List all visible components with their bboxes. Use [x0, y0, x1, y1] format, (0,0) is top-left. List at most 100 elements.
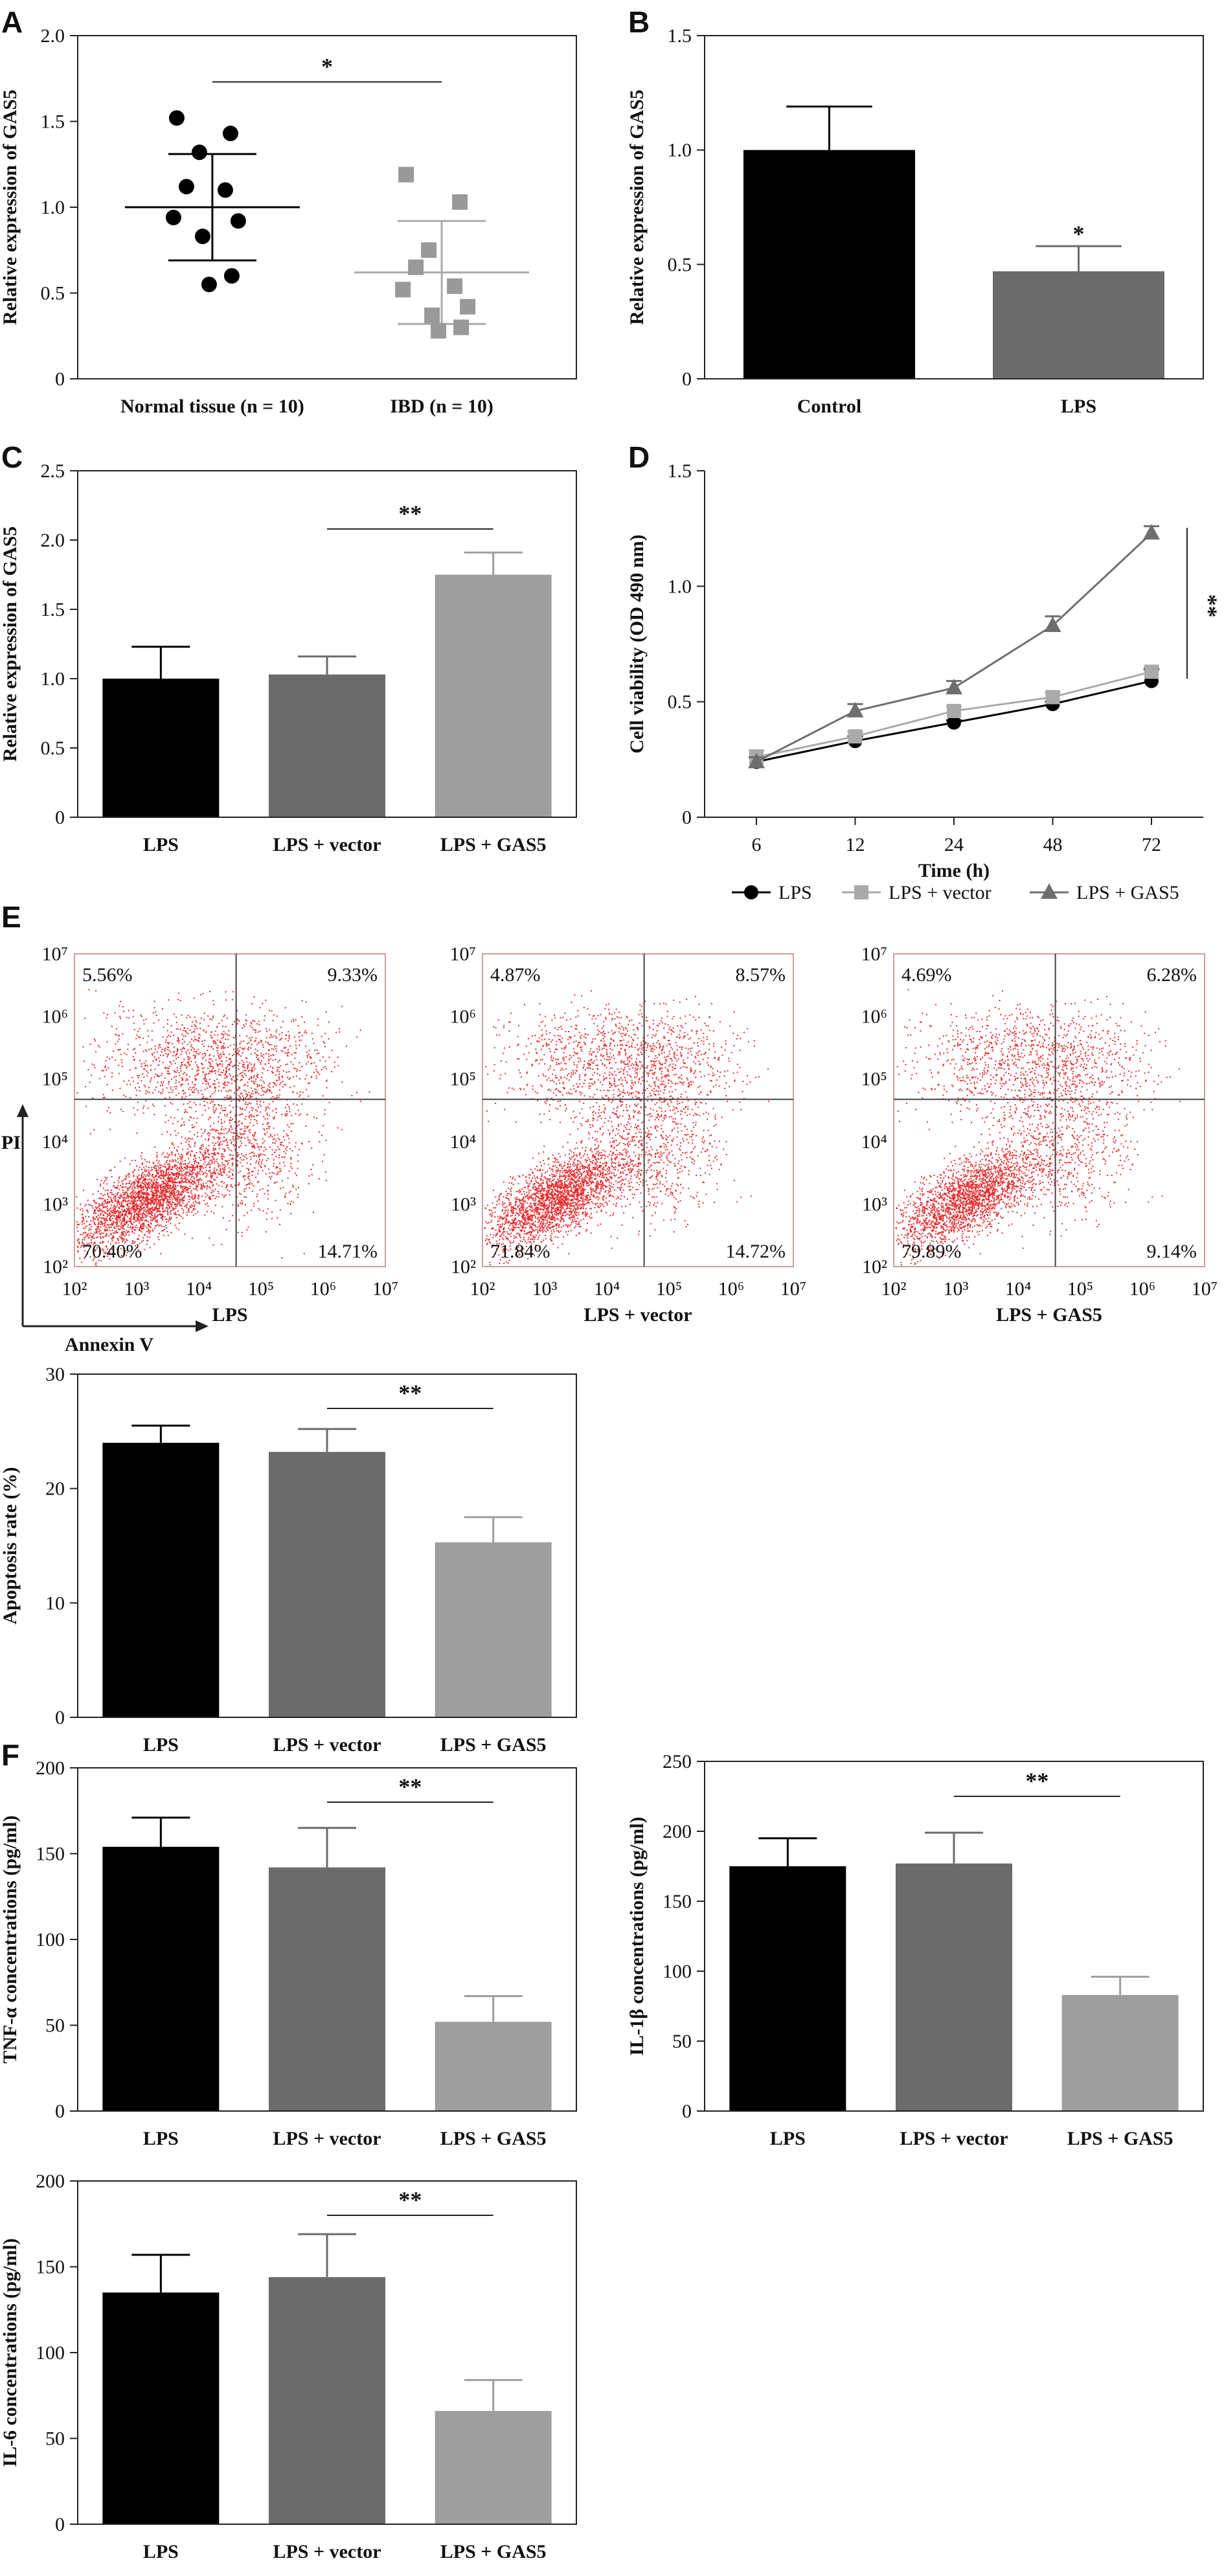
data-point: [178, 179, 194, 195]
plot-frame: [77, 470, 577, 818]
y-tick-label: 20: [45, 1478, 65, 1500]
x-tick-label: 12: [846, 834, 865, 855]
significance-label: **: [398, 501, 422, 526]
plot-frame: [77, 35, 577, 379]
bar: [435, 2022, 552, 2111]
data-point: [217, 182, 233, 198]
y-axis-label: Relative expression of GAS5: [626, 89, 648, 325]
bar: [896, 1863, 1012, 2111]
chart-e-flow-cytometry: 5.56% 9.33%70.40% 14.71%10²10²10³10³10⁴10⁴…: [1, 943, 1218, 1355]
y-tick-label: 0: [55, 2514, 65, 2535]
data-point: [223, 268, 240, 284]
flow-plot-title: LPS + vector: [584, 1304, 692, 1326]
bar: [993, 271, 1164, 379]
flow-y-tick-label: 10²: [862, 1256, 887, 1278]
y-tick-label: 0: [682, 2101, 692, 2122]
y-tick-label: 250: [663, 1751, 692, 1772]
panel-label-a: A: [1, 5, 23, 39]
y-tick-label: 100: [36, 1929, 65, 1950]
y-tick-label: 2.0: [41, 25, 65, 47]
data-point: [230, 213, 246, 229]
y-tick-label: 2.5: [41, 460, 65, 482]
data-point: [201, 277, 217, 293]
bar: [269, 674, 385, 817]
bar: [435, 1542, 552, 1717]
data-point: [398, 166, 414, 183]
flow-x-tick-label: 10²: [881, 1278, 907, 1300]
bar: [269, 2277, 385, 2524]
flow-plot-frame: [893, 953, 1205, 1267]
y-axis-label: IL-6 concentrations (pg/ml): [0, 2238, 21, 2467]
data-point: [748, 752, 765, 769]
bar: [269, 1867, 385, 2111]
panel-label-b: B: [628, 5, 650, 39]
y-tick-label: 0: [55, 2101, 65, 2122]
chart-e-apoptosis-bar: 0 10 20 30 Apoptosis rate (%) LPS LPS + vector…: [0, 1364, 577, 1756]
quadrant-upper-left: 4.69%: [901, 964, 952, 986]
flow-x-tick-label: 10⁵: [248, 1278, 274, 1300]
category-label: LPS: [770, 2128, 806, 2149]
quadrant-upper-left: 5.56%: [82, 964, 133, 986]
data-point: [1045, 690, 1060, 705]
data-point: [165, 209, 181, 225]
data-point: [408, 259, 424, 275]
chart-c-bar: 0 0.5 1.0 1.5 2.0 2.5 Relative expression of G…: [0, 460, 577, 855]
data-point: [453, 319, 470, 335]
y-tick-label: 1.5: [668, 25, 692, 47]
y-axis-label: Relative expression of GAS5: [0, 526, 21, 762]
y-tick-label: 50: [45, 2015, 65, 2037]
significance-label: **: [398, 1774, 422, 1800]
significance-label: **: [398, 1380, 422, 1406]
quadrant-upper-right: 9.33%: [328, 964, 378, 986]
data-point: [447, 278, 463, 294]
y-tick-label: 1.0: [668, 140, 692, 161]
flow-x-tick-label: 10³: [532, 1278, 558, 1300]
annexin-axis-arrowhead: [196, 1320, 209, 1332]
data-point: [1144, 664, 1159, 679]
chart-a-scatter: 0 0.5 1.0 1.5 2.0 Relative expression of GAS5…: [0, 25, 577, 417]
data-point: [460, 299, 476, 315]
flow-y-tick-label: 10⁷: [42, 943, 68, 965]
data-point: [1143, 524, 1160, 540]
y-tick-label: 0: [55, 807, 65, 828]
bar: [102, 2292, 220, 2524]
flow-y-tick-label: 10⁵: [861, 1068, 887, 1090]
category-label: IBD (n = 10): [390, 396, 493, 417]
flow-x-tick-label: 10⁷: [1192, 1278, 1218, 1300]
legend-label: LPS + vector: [889, 882, 992, 903]
flow-plot-title: LPS + GAS5: [996, 1304, 1102, 1326]
y-axis-label: IL-1β concentrations (pg/ml): [626, 1816, 648, 2055]
y-tick-label: 0.5: [668, 254, 692, 275]
flow-y-tick-label: 10⁶: [450, 1006, 476, 1028]
legend-marker: [1041, 883, 1058, 899]
flow-x-tick-label: 10⁴: [594, 1278, 620, 1300]
significance-label: **: [1025, 1768, 1048, 1794]
x-tick-label: 24: [944, 834, 964, 855]
data-point: [452, 194, 468, 210]
y-tick-label: 100: [36, 2342, 65, 2364]
quadrant-lower-right: 14.72%: [726, 1241, 786, 1262]
category-label: LPS + vector: [273, 2541, 381, 2562]
flow-x-tick-label: 10⁶: [718, 1278, 744, 1300]
significance-label: *: [321, 54, 333, 80]
data-point: [1044, 616, 1061, 632]
flow-scatter-points: [484, 990, 769, 1266]
category-label: LPS + vector: [273, 1734, 381, 1756]
flow-plot-title: LPS: [212, 1304, 247, 1326]
category-label: LPS: [143, 834, 179, 855]
flow-y-axis-label: PI: [1, 1132, 21, 1153]
y-tick-label: 1.5: [41, 599, 65, 620]
flow-x-tick-label: 10⁴: [186, 1278, 212, 1300]
chart-d-line: 0 0.5 1.0 1.5 Cell viability (OD 490 nm) 6 12 2…: [626, 460, 1222, 903]
flow-x-tick-label: 10⁴: [1005, 1278, 1031, 1300]
quadrant-lower-right: 14.71%: [318, 1241, 378, 1262]
plot-frame: [704, 35, 1204, 379]
legend-marker: [744, 885, 758, 899]
flow-y-tick-label: 10⁴: [42, 1131, 68, 1153]
category-label: LPS: [143, 2128, 179, 2149]
quadrant-lower-left: 79.89%: [901, 1241, 962, 1262]
flow-y-tick-label: 10⁶: [42, 1006, 68, 1028]
significance-label: **: [398, 2187, 422, 2213]
